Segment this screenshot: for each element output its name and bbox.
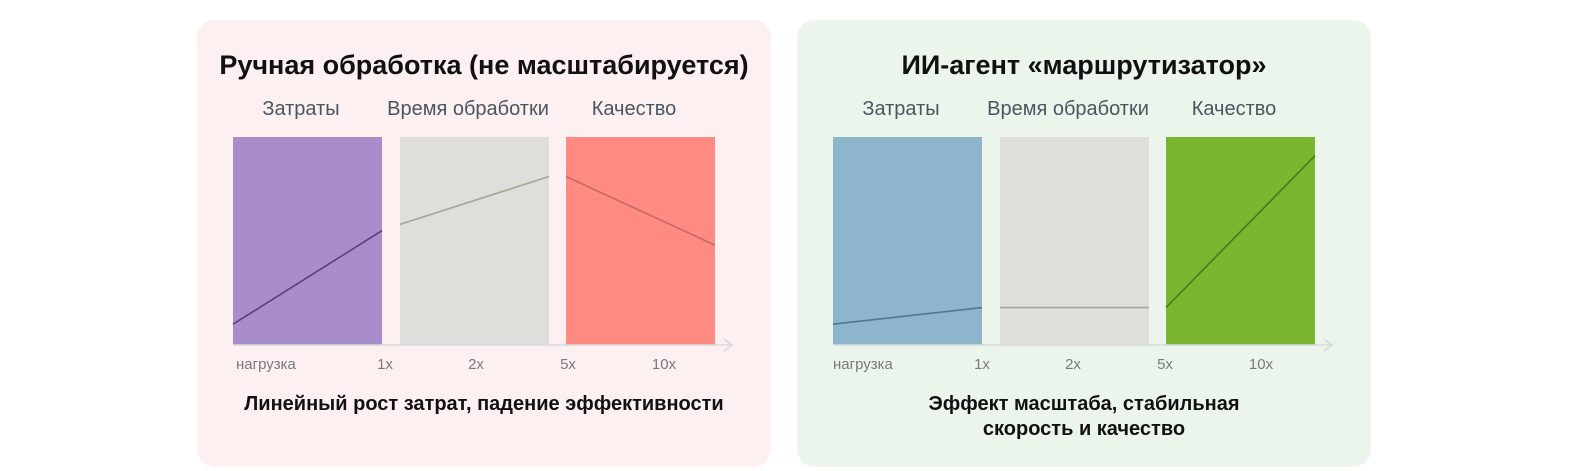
series-line — [399, 175, 550, 226]
x-tick-label: 10x — [651, 356, 677, 373]
x-tick-label: 2x — [468, 356, 484, 373]
x-tick-label: нагрузка — [833, 356, 893, 373]
panel-background — [566, 137, 715, 345]
chart-caption: Линейный рост затрат, падение эффективно… — [244, 393, 724, 415]
series-line — [232, 229, 383, 325]
x-tick-label: 1x — [377, 356, 393, 373]
x-tick-label: 5x — [1157, 356, 1173, 373]
chart-caption: Эффект масштаба, стабильная скорость и к… — [928, 393, 1240, 440]
panel-background — [233, 137, 382, 345]
panel-background — [400, 137, 549, 345]
x-tick-label: 2x — [1065, 356, 1081, 373]
series-line — [832, 306, 983, 325]
panel-label-quality: Качество — [591, 98, 677, 120]
series-line — [1165, 155, 1316, 309]
x-axis-arrow-icon — [1323, 338, 1334, 352]
manual-processing-card: Ручная обработка (не масштабируется) Зат… — [197, 20, 771, 467]
panel-background — [1166, 137, 1315, 345]
panel-label-quality: Качество — [1191, 98, 1277, 120]
chart-title: ИИ-агент «маршрутизатор» — [901, 50, 1267, 80]
x-tick-label: 5x — [560, 356, 576, 373]
chart-title: Ручная обработка (не масштабируется) — [219, 50, 749, 80]
panel-background — [833, 137, 982, 345]
ai-router-plot — [832, 137, 1334, 352]
panel-background — [1000, 137, 1149, 345]
series-line — [565, 175, 716, 246]
x-tick-label: 1x — [974, 356, 990, 373]
x-tick-label: нагрузка — [236, 356, 296, 373]
panel-label-costs: Затраты — [862, 98, 940, 120]
panel-label-costs: Затраты — [262, 98, 340, 120]
panel-label-processing-time: Время обработки — [387, 98, 549, 120]
manual-processing-plot — [232, 137, 734, 352]
x-tick-label: 10x — [1248, 356, 1274, 373]
panel-label-processing-time: Время обработки — [987, 98, 1149, 120]
ai-router-card: ИИ-агент «маршрутизатор» Затраты Время о… — [797, 20, 1371, 467]
x-axis-arrow-icon — [723, 338, 734, 352]
